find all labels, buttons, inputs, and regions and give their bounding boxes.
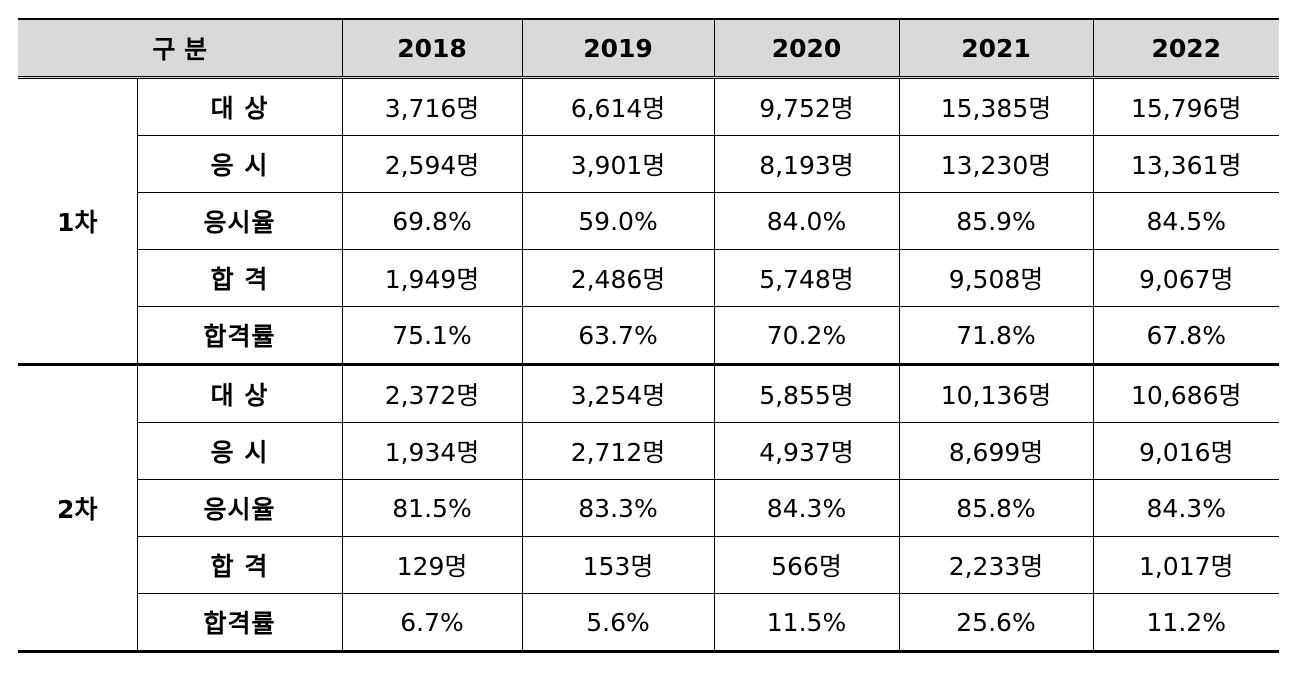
- value-cell: 9,067명: [1092, 249, 1279, 307]
- header-year: 2018: [341, 18, 523, 79]
- value-cell: 71.8%: [898, 306, 1094, 366]
- value-cell: 9,016명: [1092, 422, 1279, 480]
- value-cell: 85.8%: [898, 479, 1094, 537]
- header-year: 2022: [1092, 18, 1279, 79]
- metric-label: 응 시: [137, 135, 343, 193]
- value-cell: 84.5%: [1092, 192, 1279, 250]
- value-cell: 129명: [341, 536, 523, 594]
- value-cell: 1,934명: [341, 422, 523, 480]
- value-cell: 6.7%: [341, 593, 523, 653]
- value-cell: 2,372명: [341, 363, 523, 423]
- value-cell: 67.8%: [1092, 306, 1279, 366]
- table-row: 2차 대 상 2,372명 3,254명 5,855명 10,136명 10,686명: [18, 363, 1279, 653]
- table-row: 응시율 81.5% 83.3% 84.3% 85.8% 84.3%: [18, 479, 1279, 537]
- value-cell: 6,614명: [521, 77, 715, 136]
- value-cell: 10,686명: [1092, 363, 1279, 423]
- metric-label: 응 시: [137, 422, 343, 480]
- value-cell: 3,716명: [341, 77, 523, 136]
- exam-results-table: 구 분 2018 2019 2020 2021 2022 1차 대 상 3,716명 6,61…: [18, 18, 1279, 653]
- value-cell: 2,233명: [898, 536, 1094, 594]
- table-row: 합격률 6.7% 5.6% 11.5% 25.6% 11.2%: [18, 593, 1279, 653]
- value-cell: 13,230명: [898, 135, 1094, 193]
- metric-label: 대 상: [136, 363, 343, 423]
- metric-label: 대 상: [136, 77, 343, 136]
- value-cell: 84.3%: [1092, 479, 1279, 537]
- table-row: 합 격 129명 153명 566명 2,233명 1,017명: [18, 536, 1279, 594]
- value-cell: 10,136명: [898, 363, 1094, 423]
- value-cell: 13,361명: [1092, 135, 1279, 193]
- value-cell: 25.6%: [898, 593, 1094, 653]
- value-cell: 1,949명: [341, 249, 523, 307]
- metric-label: 합격률: [137, 306, 343, 366]
- metric-label: 합 격: [137, 249, 343, 307]
- table-header: 구 분 2018 2019 2020 2021 2022: [18, 18, 1279, 79]
- value-cell: 85.9%: [898, 192, 1094, 250]
- value-cell: 8,193명: [713, 135, 900, 193]
- table-body: 1차 대 상 3,716명 6,614명 9,752명 15,385명 15,796명 응 시…: [18, 77, 1279, 653]
- value-cell: 15,385명: [898, 77, 1094, 136]
- value-cell: 5,855명: [713, 363, 900, 423]
- value-cell: 1,017명: [1092, 536, 1279, 594]
- header-row: 구 분 2018 2019 2020 2021 2022: [18, 18, 1279, 79]
- value-cell: 2,594명: [341, 135, 523, 193]
- table-row: 합격률 75.1% 63.7% 70.2% 71.8% 67.8%: [18, 306, 1279, 366]
- value-cell: 59.0%: [521, 192, 715, 250]
- metric-label: 응시율: [137, 192, 343, 250]
- value-cell: 75.1%: [341, 306, 523, 366]
- table-row: 1차 대 상 3,716명 6,614명 9,752명 15,385명 15,796명: [18, 77, 1279, 366]
- metric-label: 응시율: [137, 479, 343, 537]
- value-cell: 84.0%: [713, 192, 900, 250]
- header-label: 구 분: [18, 18, 343, 79]
- metric-label: 합격률: [137, 593, 343, 653]
- value-cell: 84.3%: [713, 479, 900, 537]
- value-cell: 3,254명: [521, 363, 715, 423]
- value-cell: 8,699명: [898, 422, 1094, 480]
- value-cell: 2,486명: [521, 249, 715, 307]
- value-cell: 81.5%: [341, 479, 523, 537]
- value-cell: 70.2%: [713, 306, 900, 366]
- value-cell: 3,901명: [521, 135, 715, 193]
- value-cell: 566명: [713, 536, 900, 594]
- value-cell: 63.7%: [521, 306, 715, 366]
- header-year: 2019: [521, 18, 715, 79]
- value-cell: 2,712명: [521, 422, 715, 480]
- table-row: 응시율 69.8% 59.0% 84.0% 85.9% 84.5%: [18, 192, 1279, 250]
- group-label: 1차: [18, 77, 138, 366]
- value-cell: 5,748명: [713, 249, 900, 307]
- value-cell: 69.8%: [341, 192, 523, 250]
- value-cell: 9,752명: [713, 77, 900, 136]
- table-row: 합 격 1,949명 2,486명 5,748명 9,508명 9,067명: [18, 249, 1279, 307]
- value-cell: 9,508명: [898, 249, 1094, 307]
- table-row: 응 시 2,594명 3,901명 8,193명 13,230명 13,361명: [18, 135, 1279, 193]
- header-year: 2020: [713, 18, 900, 79]
- group-label: 2차: [18, 363, 138, 653]
- metric-label: 합 격: [137, 536, 343, 594]
- table-row: 응 시 1,934명 2,712명 4,937명 8,699명 9,016명: [18, 422, 1279, 480]
- value-cell: 153명: [521, 536, 715, 594]
- value-cell: 11.5%: [713, 593, 900, 653]
- value-cell: 5.6%: [521, 593, 715, 653]
- header-year: 2021: [898, 18, 1094, 79]
- value-cell: 83.3%: [521, 479, 715, 537]
- value-cell: 11.2%: [1092, 593, 1279, 653]
- value-cell: 4,937명: [713, 422, 900, 480]
- value-cell: 15,796명: [1092, 77, 1279, 136]
